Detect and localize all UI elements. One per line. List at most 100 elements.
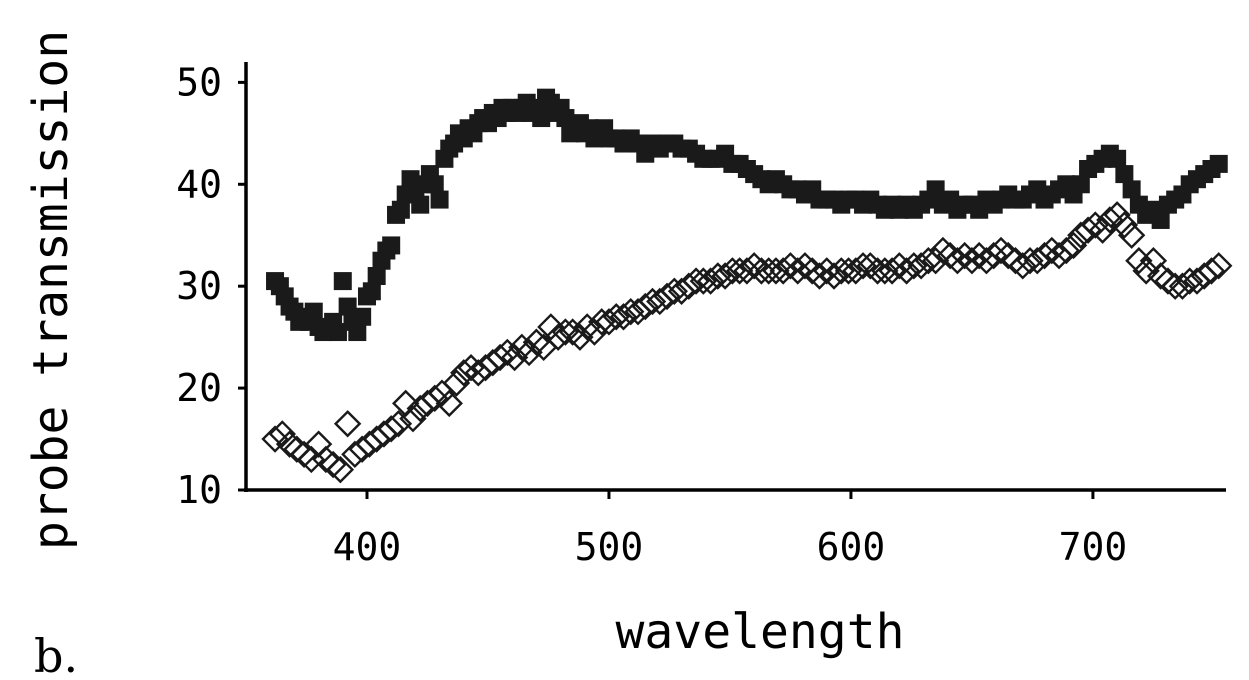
y-axis-title: probe transmission — [23, 30, 79, 550]
data-point-diamond — [921, 247, 950, 275]
data-point-diamond — [312, 445, 340, 474]
data-point-diamond — [704, 262, 732, 290]
data-point-square — [328, 323, 347, 342]
data-point-diamond — [384, 410, 413, 438]
data-point-diamond — [537, 313, 565, 341]
data-point-diamond — [1176, 267, 1204, 295]
data-point-diamond — [522, 328, 551, 356]
data-point-diamond — [711, 262, 739, 290]
data-point-diamond — [1154, 267, 1182, 295]
data-point-diamond — [1168, 272, 1197, 300]
x-tick-label: 600 — [817, 525, 886, 569]
data-point-diamond — [1197, 257, 1226, 285]
data-point-diamond — [871, 257, 899, 285]
data-point-diamond — [1016, 247, 1044, 275]
data-point-diamond — [283, 435, 311, 463]
data-point-square — [430, 190, 449, 209]
data-point-diamond — [660, 277, 688, 305]
data-point-diamond — [508, 333, 536, 362]
x-tick-label: 700 — [1059, 525, 1128, 569]
series-layer — [261, 88, 1233, 484]
data-point-diamond — [1052, 236, 1080, 265]
y-tick-label: 10 — [176, 468, 222, 512]
data-point-diamond — [725, 257, 754, 285]
data-point-diamond — [435, 389, 463, 418]
data-point-diamond — [689, 267, 718, 295]
data-point-diamond — [399, 404, 427, 433]
data-point-diamond — [638, 287, 667, 316]
data-point-diamond — [762, 257, 790, 285]
data-point-square — [1108, 149, 1127, 168]
data-point-diamond — [588, 308, 616, 336]
data-point-square — [1151, 210, 1170, 229]
data-point-square — [425, 175, 444, 194]
data-point-diamond — [319, 450, 347, 479]
data-point-square — [1115, 165, 1134, 184]
data-point-square — [348, 323, 367, 342]
x-axis-title: wavelength — [616, 604, 905, 660]
data-point-diamond — [740, 252, 768, 280]
data-point-square — [367, 267, 386, 285]
data-point-diamond — [820, 262, 848, 290]
data-point-diamond — [377, 415, 405, 443]
data-point-diamond — [907, 252, 935, 280]
data-point-diamond — [442, 369, 471, 397]
data-point-square — [362, 282, 381, 301]
data-point-square — [1122, 180, 1141, 199]
data-point-square — [411, 195, 430, 214]
data-point-diamond — [1132, 257, 1160, 285]
data-point-diamond — [834, 257, 863, 285]
data-point-square — [382, 236, 401, 255]
data-point-diamond — [1117, 221, 1146, 249]
data-point-diamond — [544, 323, 572, 351]
data-point-square — [926, 180, 945, 199]
data-point-diamond — [675, 272, 703, 300]
data-point-diamond — [515, 338, 543, 367]
data-point-diamond — [1110, 211, 1139, 239]
data-point-diamond — [900, 252, 928, 280]
data-point-diamond — [493, 338, 522, 367]
plot-area: 10 20 30 40 50 400 500 600 700 — [176, 60, 1233, 569]
data-point-square — [532, 109, 551, 128]
data-point-diamond — [558, 318, 587, 346]
data-point-diamond — [842, 257, 870, 285]
data-point-diamond — [573, 313, 601, 341]
y-tick-label: 50 — [176, 60, 222, 104]
data-point-square — [333, 272, 352, 291]
data-point-diamond — [595, 308, 623, 336]
y-tick-label: 20 — [176, 366, 222, 410]
y-tick-label: 40 — [176, 162, 222, 206]
data-point-diamond — [994, 241, 1022, 270]
data-point-diamond — [326, 455, 355, 484]
data-point-diamond — [856, 252, 884, 280]
data-point-square — [304, 302, 323, 321]
data-point-diamond — [987, 236, 1015, 265]
data-point-diamond — [1146, 262, 1175, 290]
y-tick-label: 30 — [176, 264, 222, 308]
data-point-diamond — [333, 410, 362, 438]
x-ticks: 400 500 600 700 — [333, 490, 1128, 569]
y-ticks: 10 20 30 40 50 — [176, 60, 246, 512]
data-point-diamond — [421, 384, 449, 412]
data-point-diamond — [268, 420, 296, 448]
data-point-diamond — [609, 303, 638, 331]
data-point-diamond — [696, 267, 725, 295]
data-point-diamond — [500, 343, 529, 372]
data-point-square — [353, 307, 372, 326]
panel-label: b. — [34, 629, 78, 680]
data-point-diamond — [551, 318, 580, 346]
data-point-diamond — [275, 430, 304, 458]
data-point-square — [1071, 175, 1090, 194]
x-tick-label: 500 — [575, 525, 644, 569]
data-point-square — [391, 200, 410, 219]
data-point-diamond — [1081, 211, 1110, 239]
data-point-diamond — [849, 252, 877, 280]
series-open-diamond — [261, 201, 1233, 484]
data-point-diamond — [631, 292, 659, 321]
series-filled-square — [266, 88, 1228, 342]
data-point-diamond — [929, 236, 957, 265]
x-tick-label: 400 — [333, 525, 402, 569]
data-point-diamond — [617, 297, 645, 326]
data-point-diamond — [1161, 272, 1189, 300]
